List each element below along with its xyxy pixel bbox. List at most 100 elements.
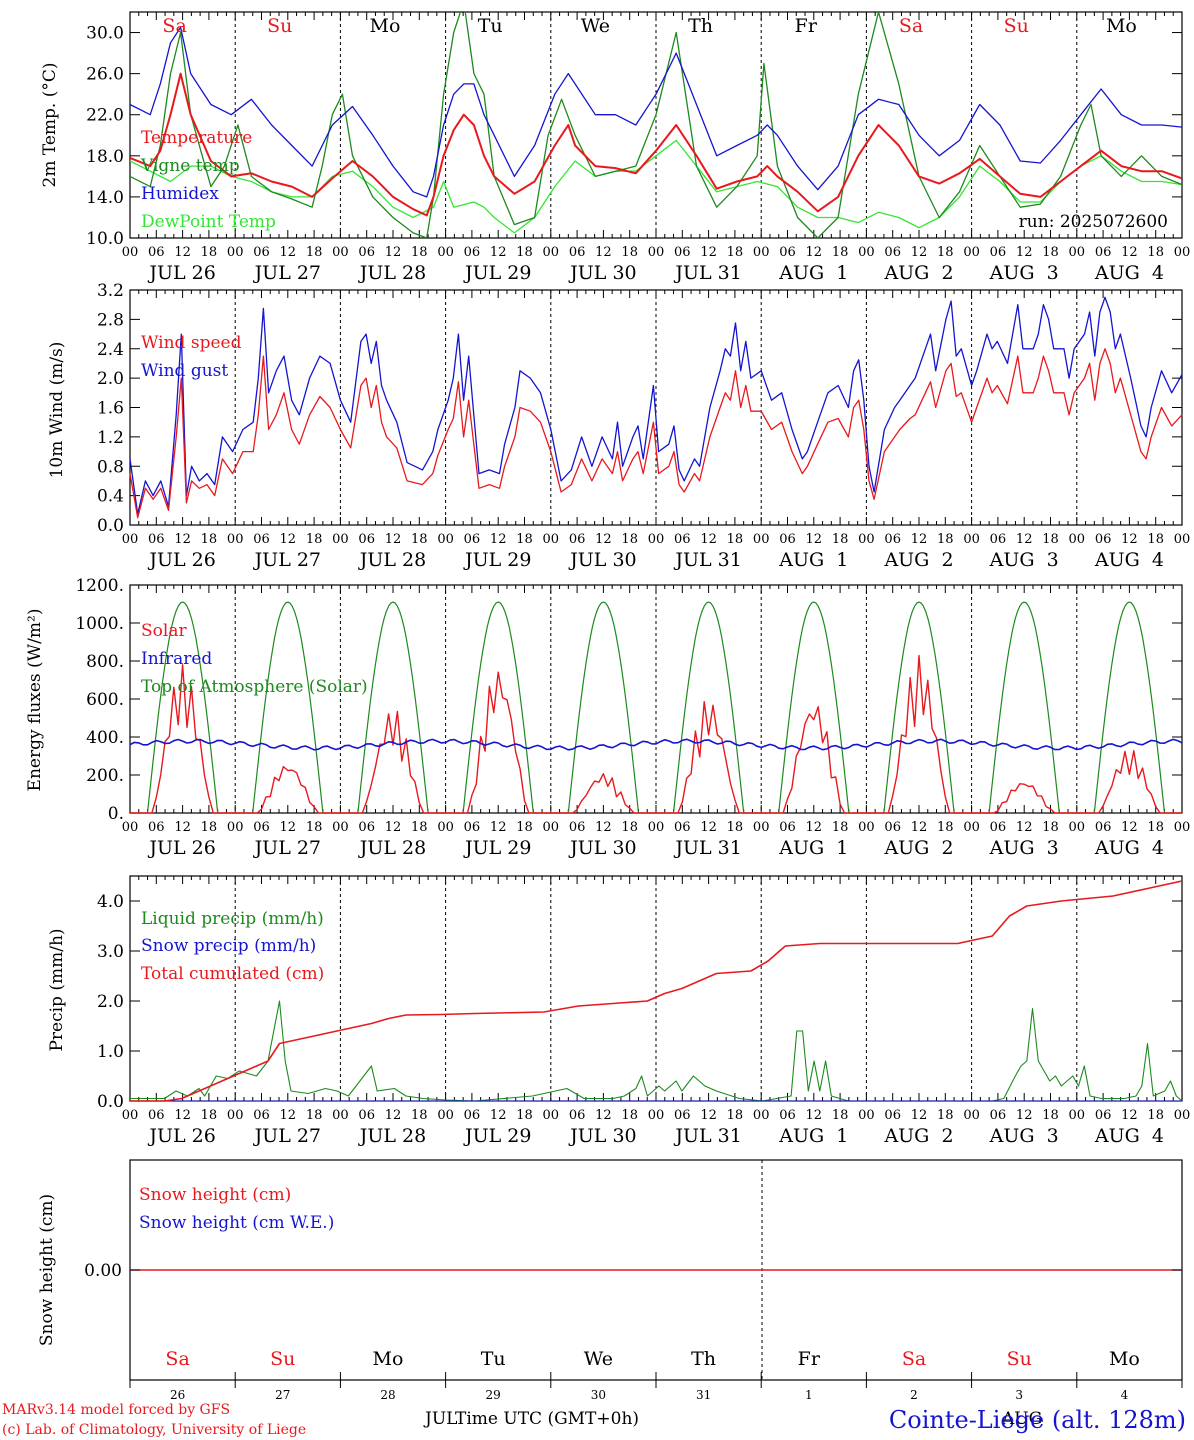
legend-temperature: Temperature [141, 128, 252, 148]
precip-ylabel: Precip (mm/h) [47, 928, 67, 1051]
y-tick-label: 3.0 [97, 942, 124, 962]
hour-tick-label: 12 [490, 245, 507, 260]
hour-tick-label: 06 [464, 820, 481, 835]
hour-tick-label: 12 [1121, 820, 1138, 835]
hour-tick-label: 06 [1095, 820, 1112, 835]
snow-panel: 0.00 Snow height (cm) Snow height (cm) S… [37, 1159, 1183, 1388]
hour-tick-label: 00 [648, 1108, 665, 1123]
hour-tick-label: 18 [621, 820, 638, 835]
hour-tick-label: 18 [201, 245, 218, 260]
day-name: Su [267, 15, 292, 37]
y-tick-label: 2.8 [97, 310, 124, 330]
date-label: AUG 4 [1094, 549, 1164, 571]
date-label: JUL 26 [147, 837, 215, 859]
hour-tick-label: 12 [490, 532, 507, 547]
hour-tick-label: 00 [332, 1108, 349, 1123]
hour-tick-label: 12 [490, 820, 507, 835]
hour-tick-label: 18 [832, 1108, 849, 1123]
hour-tick-label: 18 [1042, 245, 1059, 260]
hour-tick-label: 00 [122, 1108, 139, 1123]
series-infrared [129, 738, 1183, 751]
hour-tick-label: 06 [779, 820, 796, 835]
hour-tick-label: 18 [1042, 820, 1059, 835]
hour-tick-label: 12 [700, 820, 717, 835]
legend-snow-height: Snow height (cm) [139, 1185, 291, 1205]
hour-tick-label: 18 [937, 1108, 954, 1123]
hour-tick-label: 18 [727, 1108, 744, 1123]
legend-infrared: Infrared [141, 649, 212, 669]
date-label: JUL 30 [568, 837, 636, 859]
hour-tick-label: 06 [990, 820, 1007, 835]
day-names-top: Sa Su Mo Tu We Th Fr Sa Su Mo [162, 15, 1136, 37]
hour-tick-label: 12 [806, 245, 823, 260]
hour-tick-label: 18 [516, 820, 533, 835]
hour-tick-label: 12 [490, 1108, 507, 1123]
hour-tick-label: 06 [779, 245, 796, 260]
y-tick-label: 0.0 [97, 1092, 124, 1112]
temperature-ticks: 10.0 14.0 18.0 22.0 26.0 30.0 00 06 12 18 00 06 12 18… [86, 12, 1190, 284]
hour-tick-label: 12 [806, 820, 823, 835]
bottom-month-jul: JUL [423, 1409, 457, 1429]
hour-tick-label: 12 [385, 820, 402, 835]
date-label: JUL 26 [147, 262, 215, 284]
hour-tick-label: 00 [1174, 532, 1191, 547]
hour-tick-label: 00 [332, 532, 349, 547]
day-number: 29 [486, 1388, 501, 1402]
hour-tick-label: 06 [569, 532, 586, 547]
hour-tick-label: 18 [1147, 532, 1164, 547]
hour-tick-label: 18 [621, 1108, 638, 1123]
hour-tick-label: 12 [1016, 532, 1033, 547]
legend-vigne-temp: Vigne temp [140, 156, 240, 176]
hour-tick-label: 12 [1121, 245, 1138, 260]
day-name: We [581, 15, 610, 37]
hour-tick-label: 12 [280, 820, 297, 835]
legend-snow-height-we: Snow height (cm W.E.) [139, 1213, 334, 1233]
date-label: JUL 29 [463, 262, 531, 284]
hour-tick-label: 12 [174, 1108, 191, 1123]
precip-ticks: 0.0 1.0 2.0 3.0 4.0 00 06 12 18 00 06 12 18 00 06 12 18 0… [97, 876, 1190, 1147]
date-label: JUL 26 [147, 1125, 215, 1147]
day-name: We [584, 1348, 613, 1370]
legend-snow-precip: Snow precip (mm/h) [141, 936, 316, 956]
y-tick-label: 30.0 [86, 24, 124, 44]
date-label: AUG 3 [989, 1125, 1059, 1147]
y-tick-label: 600. [86, 690, 124, 710]
hour-tick-label: 06 [464, 245, 481, 260]
hour-tick-label: 12 [1016, 1108, 1033, 1123]
hour-tick-label: 12 [595, 1108, 612, 1123]
hour-tick-label: 00 [858, 820, 875, 835]
date-label: JUL 27 [253, 262, 321, 284]
hour-tick-label: 12 [700, 245, 717, 260]
series-solar [130, 654, 1182, 814]
hour-tick-label: 00 [1069, 820, 1086, 835]
date-label: JUL 30 [568, 1125, 636, 1147]
hour-tick-label: 06 [148, 1108, 165, 1123]
hour-tick-label: 00 [858, 1108, 875, 1123]
date-label: AUG 3 [989, 549, 1059, 571]
wind-panel: 0.0 0.4 0.8 1.2 1.6 2.0 2.4 2.8 3.2 00 06 12 18 00 06 1… [47, 281, 1190, 571]
day-number: 31 [696, 1388, 711, 1402]
day-name: Su [1007, 1348, 1032, 1370]
series-wind-gust [129, 296, 1183, 515]
energy-series [129, 601, 1183, 814]
day-name: Mo [370, 15, 401, 37]
day-name: Mo [1109, 1348, 1140, 1370]
day-number: 2 [910, 1388, 918, 1402]
day-name: Tu [481, 1348, 506, 1370]
hour-tick-label: 18 [1042, 532, 1059, 547]
hour-tick-label: 06 [884, 820, 901, 835]
hour-tick-label: 18 [832, 245, 849, 260]
hour-tick-label: 06 [569, 1108, 586, 1123]
day-number: 26 [170, 1388, 185, 1402]
energy-day-grid [234, 585, 1078, 813]
hour-tick-label: 18 [1042, 1108, 1059, 1123]
hour-tick-label: 00 [437, 245, 454, 260]
day-name: Sa [899, 15, 923, 37]
hour-tick-label: 00 [122, 820, 139, 835]
hour-tick-label: 00 [227, 820, 244, 835]
y-tick-label: 4.0 [97, 892, 124, 912]
hour-tick-label: 18 [306, 532, 323, 547]
hour-tick-label: 18 [1147, 245, 1164, 260]
date-label: AUG 2 [883, 837, 953, 859]
hour-tick-label: 00 [122, 532, 139, 547]
